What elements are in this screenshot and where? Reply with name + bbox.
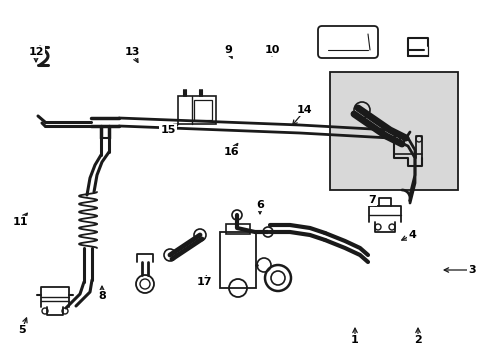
Text: 13: 13 bbox=[124, 47, 140, 57]
Text: 4: 4 bbox=[407, 230, 415, 240]
Text: 9: 9 bbox=[224, 45, 231, 55]
Text: 7: 7 bbox=[367, 195, 375, 205]
Text: 14: 14 bbox=[297, 105, 312, 115]
Text: 10: 10 bbox=[264, 45, 279, 55]
Text: 17: 17 bbox=[196, 277, 211, 287]
Text: 11: 11 bbox=[12, 217, 28, 227]
Bar bbox=[194, 100, 212, 120]
Text: 16: 16 bbox=[224, 147, 239, 157]
Bar bbox=[329, 72, 457, 190]
Bar bbox=[225, 224, 249, 234]
Text: 2: 2 bbox=[413, 335, 421, 345]
Bar bbox=[178, 96, 216, 124]
Text: 5: 5 bbox=[18, 325, 26, 335]
Bar bbox=[220, 232, 256, 288]
Text: 12: 12 bbox=[28, 47, 43, 57]
Text: 15: 15 bbox=[160, 125, 175, 135]
Text: 6: 6 bbox=[256, 200, 264, 210]
Text: 8: 8 bbox=[98, 291, 106, 301]
Text: 3: 3 bbox=[467, 265, 475, 275]
Text: 1: 1 bbox=[350, 335, 358, 345]
